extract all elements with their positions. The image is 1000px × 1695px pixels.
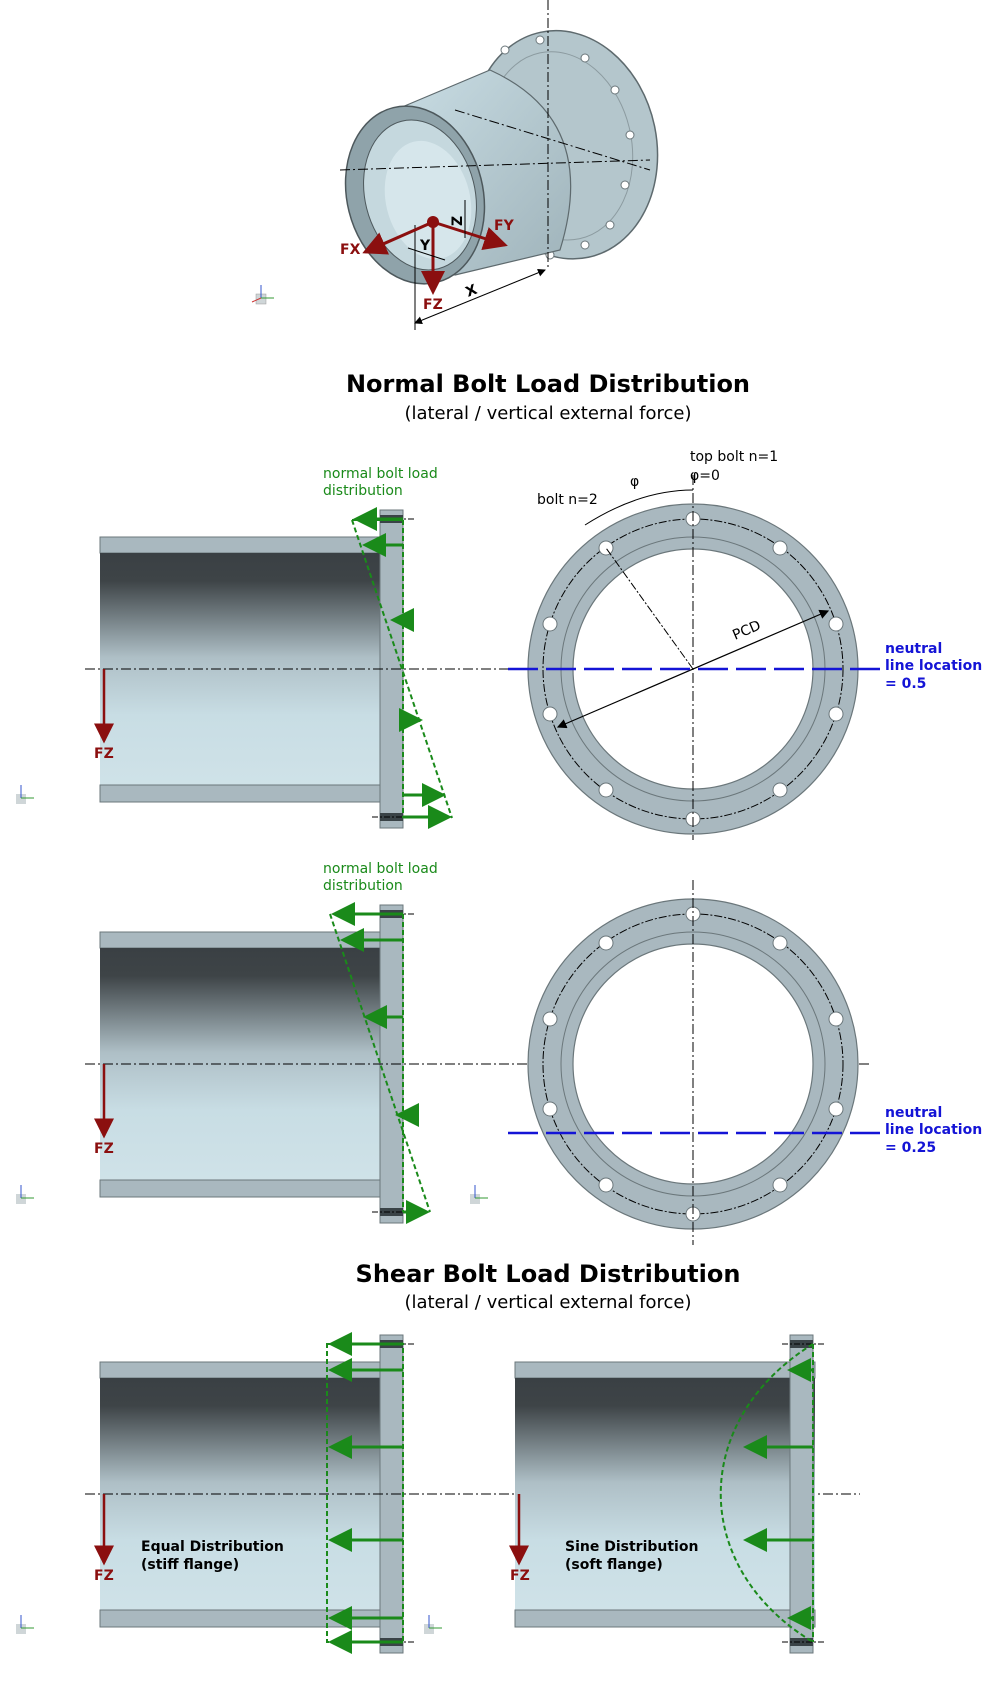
isometric-view: FX FY FZ X Y Z: [251, 0, 659, 330]
fz-label-shear-sine: FZ: [510, 1568, 530, 1584]
neutral-label-a2: line location: [885, 658, 982, 674]
shear-sine-view: FZ Sine Distribution (soft flange): [509, 1334, 825, 1654]
neutral-label-a3: = 0.5: [885, 676, 926, 692]
normal-section-subtitle: (lateral / vertical external force): [404, 403, 691, 424]
fz-label: FZ: [423, 297, 443, 313]
normal-front-view-1: top bolt n=1 φ=0 φ bolt n=2 PCD neutral …: [508, 449, 982, 840]
sine-distribution-label: Sine Distribution: [565, 1539, 698, 1555]
axis-triad-icon: [16, 1185, 34, 1204]
axis-triad-icon: [16, 785, 34, 804]
equal-distribution-label: Equal Distribution: [141, 1539, 284, 1555]
normal-section-title: Normal Bolt Load Distribution: [346, 370, 750, 398]
neutral-label-b1: neutral: [885, 1105, 942, 1121]
axis-triad-icon: [251, 285, 274, 305]
dist-label-2a: normal bolt load: [323, 861, 438, 877]
shear-section-title: Shear Bolt Load Distribution: [356, 1260, 741, 1288]
stiff-flange-label: (stiff flange): [141, 1557, 239, 1573]
soft-flange-label: (soft flange): [565, 1557, 663, 1573]
bolt2-label: bolt n=2: [537, 492, 598, 508]
z-dimension-label: Z: [450, 216, 466, 226]
fz-label-normal-1: FZ: [94, 746, 114, 762]
fx-label: FX: [340, 242, 361, 258]
fz-label-normal-2: FZ: [94, 1141, 114, 1157]
normal-side-view-1: FZ normal bolt load distribution: [16, 466, 870, 829]
shear-section-subtitle: (lateral / vertical external force): [404, 1292, 691, 1313]
dist-label-1b: distribution: [323, 483, 403, 499]
dist-label-2b: distribution: [323, 878, 403, 894]
neutral-label-b2: line location: [885, 1122, 982, 1138]
dist-label-1a: normal bolt load: [323, 466, 438, 482]
normal-front-view-2: neutral line location = 0.25: [508, 880, 982, 1245]
top-bolt-label: top bolt n=1: [690, 449, 778, 465]
axis-triad-icon: [16, 1615, 34, 1634]
top-bolt-angle-label: φ=0: [690, 468, 720, 484]
y-dimension-label: Y: [419, 238, 431, 254]
neutral-label-b3: = 0.25: [885, 1140, 936, 1156]
axis-triad-icon: [470, 1185, 488, 1204]
axis-triad-icon: [424, 1615, 442, 1634]
phi-label: φ: [630, 474, 639, 490]
bolt-holes: [542, 906, 844, 1222]
fy-label: FY: [494, 218, 515, 234]
shear-equal-view: FZ Equal Distribution (stiff flange): [16, 1332, 860, 1654]
fz-label-shear-equal: FZ: [94, 1568, 114, 1584]
neutral-label-a1: neutral: [885, 641, 942, 657]
